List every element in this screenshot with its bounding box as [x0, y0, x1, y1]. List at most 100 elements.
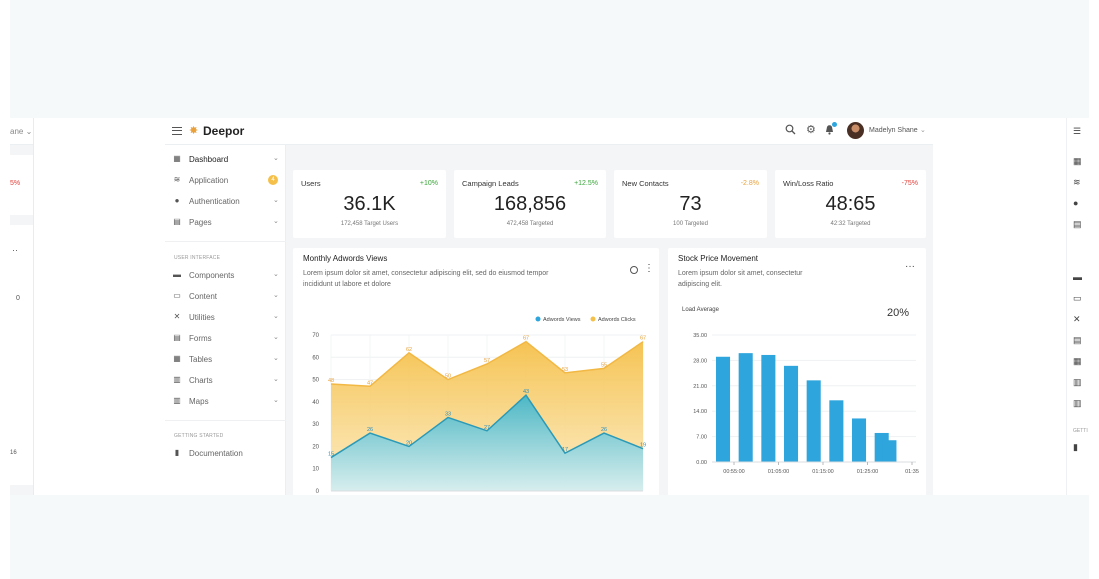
- user-icon: ●: [1073, 198, 1079, 208]
- sidebar-item-label: Utilities: [189, 313, 215, 322]
- stat-value: 36.1K: [343, 193, 396, 215]
- grid-icon: ▦: [1073, 156, 1082, 166]
- chevron-down-icon: ⌄: [273, 271, 279, 278]
- data-label: 55: [601, 362, 607, 368]
- sidebar: ▦ Dashboard ⌄ ≋ Application 4 ● Authenti…: [165, 145, 286, 495]
- refresh-icon[interactable]: [630, 266, 638, 274]
- sidebar-item-label: Documentation: [189, 449, 243, 458]
- y-tick-label: 14.00: [693, 409, 707, 415]
- sidebar-item-label: Dashboard: [189, 155, 229, 164]
- sidebar-item-utilities[interactable]: ✕ Utilities ⌄: [165, 309, 286, 327]
- data-label: 47: [367, 380, 373, 386]
- sidebar-item-documentation[interactable]: ▮ Documentation: [165, 445, 286, 463]
- ghost-bottom-text: 16: [10, 450, 17, 456]
- sidebar-item-charts[interactable]: ▥ Charts ⌄: [165, 372, 286, 390]
- dashboard-app: ✸ Deepor ⚙ Madelyn Shane ⌄ ▦ Dashboard ⌄…: [165, 118, 933, 495]
- map-icon: ▥: [173, 396, 181, 405]
- bar-chart: 0.00 7.00 14.00 21.00 28.00 35.00 00:55:00 01:0…: [693, 333, 919, 475]
- area-views: [331, 395, 643, 491]
- x-tick-label: 01:35: [905, 469, 919, 475]
- data-label: 67: [523, 336, 529, 342]
- chart-description: Lorem ipsum dolor sit amet, consectetur …: [678, 268, 803, 290]
- user-name[interactable]: Madelyn Shane: [869, 127, 918, 134]
- more-vertical-icon[interactable]: ⋮: [644, 263, 654, 274]
- ghost-percent: 5%: [10, 180, 21, 187]
- sidebar-item-label: Forms: [189, 334, 212, 343]
- user-icon: ●: [174, 196, 180, 205]
- area-chart: 0 10 20 30 40 50 60 70 48 47 62 50 57 67 53 55 67 15 26 20 3…: [312, 316, 646, 495]
- x-tick-label: 00:55:00: [723, 469, 744, 475]
- more-horizontal-icon[interactable]: ···: [905, 261, 915, 272]
- briefcase-icon: ▬: [173, 270, 181, 279]
- file-icon: ▤: [1073, 219, 1082, 229]
- chart-icon: ▥: [1073, 377, 1082, 387]
- stat-title: Campaign Leads: [462, 179, 519, 188]
- data-label: 20: [406, 440, 412, 446]
- chevron-down-icon: ⌄: [273, 355, 279, 362]
- chevron-down-icon: ⌄: [273, 218, 279, 225]
- background-bottom: [10, 495, 1089, 579]
- tools-icon: ✕: [1073, 314, 1081, 324]
- chevron-down-icon: ⌄: [273, 155, 279, 162]
- y-tick-label: 28.00: [693, 358, 707, 364]
- stat-subtitle: 42:32 Targeted: [830, 221, 871, 227]
- file-icon: ▤: [173, 217, 181, 226]
- stock-chart-card: Stock Price Movement Lorem ipsum dolor s…: [668, 248, 926, 495]
- bell-icon[interactable]: [825, 124, 834, 138]
- stat-change: -2.8%: [740, 180, 759, 187]
- section-title-ui: USER INTERFACE: [174, 255, 221, 261]
- form-icon: ▤: [173, 333, 181, 342]
- chart-description: Lorem ipsum dolor sit amet, consectetur …: [303, 268, 549, 290]
- logo-icon: ✸: [189, 125, 199, 137]
- chevron-down-icon: ⌄: [273, 292, 279, 299]
- sidebar-item-authentication[interactable]: ● Authentication ⌄: [165, 193, 286, 211]
- description-line: incididunt ut labore et dolore: [303, 281, 391, 288]
- stat-value: 168,856: [493, 193, 567, 215]
- database-icon: ≋: [173, 175, 181, 184]
- description-line: adipiscing elit.: [678, 281, 722, 288]
- sidebar-item-application[interactable]: ≋ Application 4: [165, 172, 286, 190]
- data-label: 62: [406, 347, 412, 353]
- stat-value: 48:65: [825, 193, 876, 215]
- ghost-section-title: GETTI: [1073, 428, 1088, 434]
- menu-icon[interactable]: [172, 127, 182, 135]
- adwords-chart-card: Monthly Adwords Views Lorem ipsum dolor …: [293, 248, 659, 495]
- data-label: 17: [562, 447, 568, 453]
- sidebar-item-tables[interactable]: ▦ Tables ⌄: [165, 351, 286, 369]
- sidebar-item-components[interactable]: ▬ Components ⌄: [165, 267, 286, 285]
- bar: [806, 380, 821, 462]
- y-tick-label: 0.00: [696, 460, 707, 466]
- y-tick-label: 30: [312, 422, 319, 428]
- sidebar-item-content[interactable]: ▭ Content ⌄: [165, 288, 286, 306]
- tools-icon: ✕: [173, 312, 181, 321]
- ghost-panel-left: ane ⌄ 5% ·· 0 16: [10, 118, 34, 495]
- sidebar-item-pages[interactable]: ▤ Pages ⌄: [165, 214, 286, 232]
- stat-subtitle: 172,458 Target Users: [340, 221, 399, 227]
- bar: [716, 356, 731, 462]
- bar: [829, 400, 844, 462]
- map-icon: ▥: [1073, 398, 1082, 408]
- sidebar-item-dashboard[interactable]: ▦ Dashboard ⌄: [165, 151, 286, 169]
- avatar[interactable]: [847, 122, 864, 139]
- topbar: ✸ Deepor ⚙ Madelyn Shane ⌄: [165, 118, 933, 145]
- gear-icon[interactable]: ⚙: [806, 124, 816, 136]
- ghost-header: ane ⌄: [10, 118, 33, 145]
- bar: [784, 365, 799, 462]
- data-label: 15: [328, 452, 334, 458]
- notification-badge: [832, 122, 837, 127]
- stat-title: Users: [301, 179, 321, 188]
- chevron-down-icon[interactable]: ⌄: [920, 127, 926, 134]
- x-tick-label: 01:05:00: [768, 469, 789, 475]
- sidebar-item-label: Tables: [189, 355, 213, 364]
- database-icon: ≋: [1073, 177, 1081, 187]
- data-label: 57: [484, 358, 490, 364]
- sidebar-item-forms[interactable]: ▤ Forms ⌄: [165, 330, 286, 348]
- sidebar-item-maps[interactable]: ▥ Maps ⌄: [165, 393, 286, 411]
- sidebar-item-label: Application: [189, 176, 229, 185]
- sidebar-item-label: Components: [189, 271, 235, 280]
- search-icon[interactable]: [785, 124, 796, 138]
- legend-label: Adwords Views: [543, 317, 581, 323]
- chevron-down-icon: ⌄: [273, 334, 279, 341]
- stat-card-campaign-leads: Campaign Leads +12.5% 168,856 472,458 Ta…: [454, 170, 606, 238]
- stat-title: Win/Loss Ratio: [783, 179, 834, 188]
